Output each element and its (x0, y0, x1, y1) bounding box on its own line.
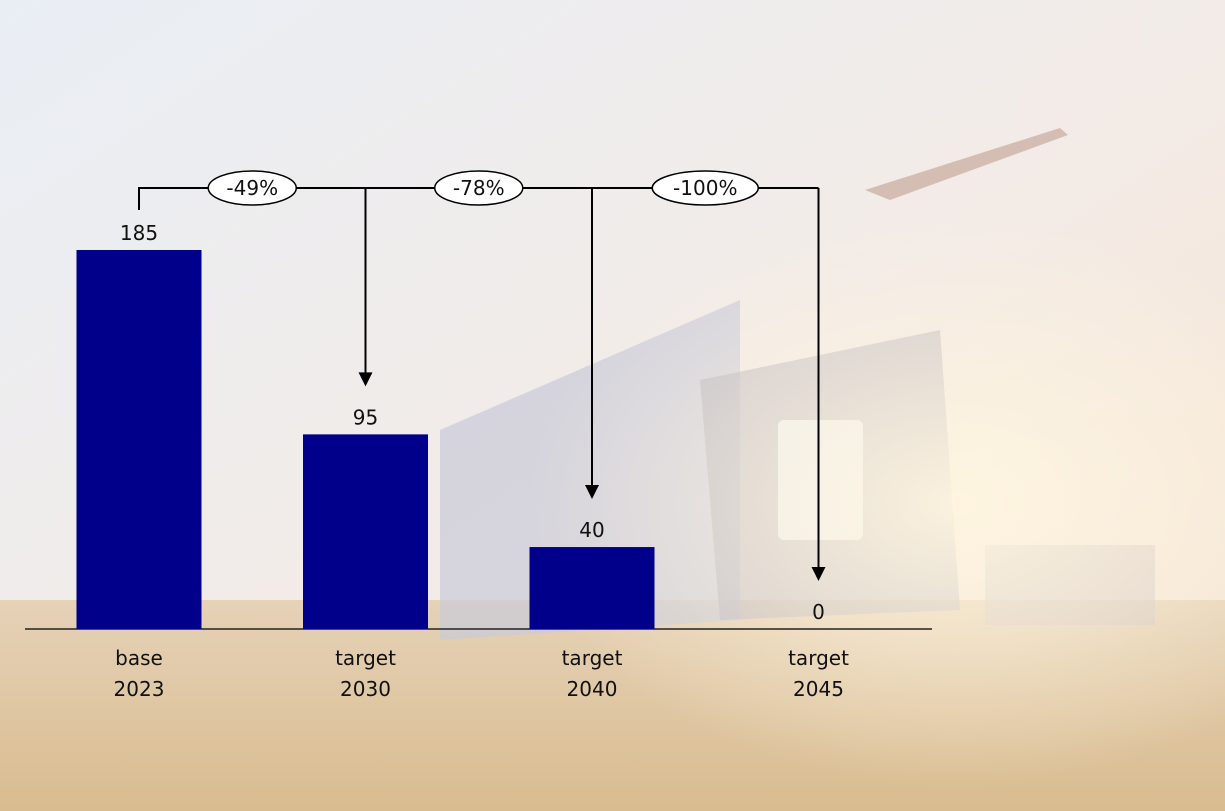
x-tick-label: target 2030 (335, 646, 396, 701)
annotation-label: -100% (673, 176, 737, 200)
x-tick-label: base 2023 (114, 646, 165, 701)
value-label: 95 (353, 405, 378, 429)
value-label: 185 (120, 221, 158, 245)
bar (529, 547, 655, 629)
bar (76, 250, 202, 629)
value-label: 0 (812, 600, 825, 624)
annotation-label: -78% (453, 176, 505, 200)
value-label: 40 (579, 518, 604, 542)
arrow-head (585, 485, 599, 500)
annotation-bubble (207, 170, 297, 206)
arrow-head (358, 372, 373, 387)
arrow-head (811, 567, 826, 581)
annotation-bubble (434, 170, 524, 206)
x-tick-label: target 2040 (562, 646, 623, 701)
annotation-label: -49% (226, 176, 278, 200)
x-tick-label: target 2045 (788, 646, 849, 701)
bar (303, 434, 428, 629)
annotation-bubble (651, 170, 759, 206)
